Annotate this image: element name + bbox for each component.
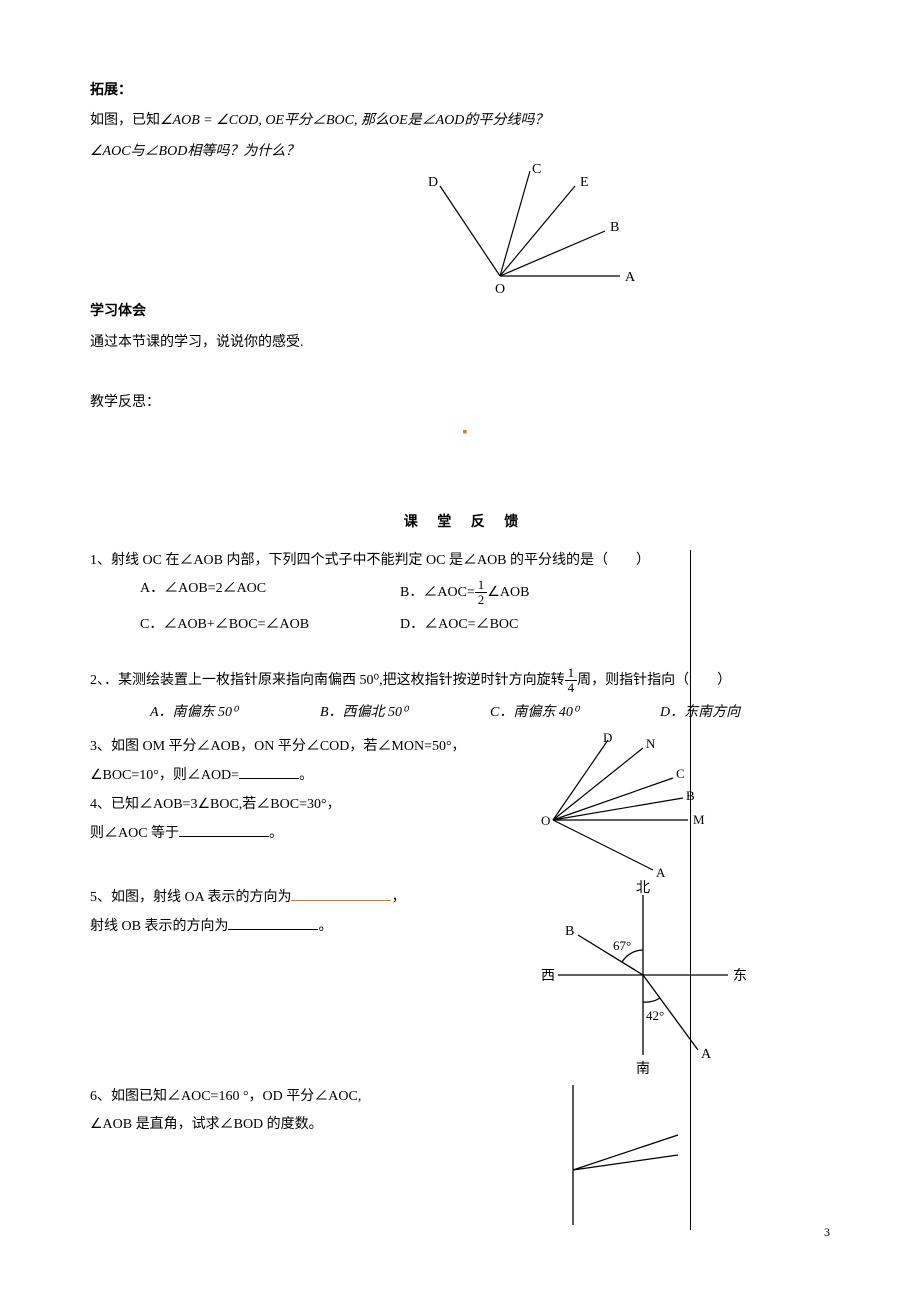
fig3-D: D	[603, 730, 612, 745]
fig1-label-D: D	[428, 175, 438, 190]
q5-line2-pre: 射线 OB 表示的方向为	[90, 919, 228, 934]
fig3-C: C	[676, 766, 685, 781]
q1-opt-c: C．∠AOB+∠BOC=∠AOB	[140, 614, 400, 636]
q2-opt-a: A．南偏东 50⁰	[150, 702, 290, 724]
fig5-ang1: 67°	[613, 938, 631, 953]
q4-line2-post: 。	[269, 826, 283, 841]
q1-b-post: ∠AOB	[487, 585, 529, 600]
q5-line2-post: 。	[318, 919, 332, 934]
fig5-A: A	[701, 1047, 712, 1062]
fig5-N: 北	[636, 880, 650, 896]
q2-stem-pre: 2、．某测绘装置上一枚指针原来指向南偏西 50⁰,把这枚指针按逆时针方向旋转	[90, 673, 565, 688]
vertical-rule	[690, 550, 691, 1230]
figure-q6	[523, 1080, 703, 1230]
q1-stem: 1、射线 OC 在∠AOB 内部，下列四个式子中不能判定 OC 是∠AOB 的平…	[90, 550, 840, 572]
fig1-label-E: E	[580, 175, 589, 190]
q5-line1-pre: 5、如图，射线 OA 表示的方向为	[90, 890, 291, 905]
tuozhan-line2: ∠AOC与∠BOD相等吗？为什么？	[90, 141, 840, 163]
fig5-W: 西	[541, 969, 555, 984]
tuozhan-line1-prefix: 如图，已知	[90, 113, 160, 128]
q3-line1: 3、如图 OM 平分∠AOB，ON 平分∠COD，若∠MON=50°，	[90, 736, 503, 758]
fig1-label-O: O	[495, 282, 505, 297]
jiaoxue-heading: 教学反思：	[90, 392, 840, 414]
figure-q3: O M B C N D A	[523, 730, 723, 880]
q4-line2-pre: 则∠AOC 等于	[90, 826, 179, 841]
q6-line2: ∠AOB 是直角，试求∠BOD 的度数。	[90, 1114, 503, 1136]
xuexi-heading: 学习体会	[90, 304, 146, 319]
q1-opt-a: A．∠AOB=2∠AOC	[140, 578, 400, 608]
q3-line2-pre: ∠BOC=10°，则∠AOD=	[90, 768, 239, 783]
fig5-E: 东	[733, 968, 747, 984]
tuozhan-line1-math: ∠AOB = ∠COD, OE平分∠BOC, 那么OE是∠AOD的平分线吗？	[160, 113, 548, 128]
q2-stem-post: 周，则指针指向（ ）	[577, 673, 731, 688]
fig1-label-A: A	[625, 270, 636, 285]
xuexi-text: 通过本节课的学习，说说你的感受.	[90, 332, 840, 354]
fig5-B: B	[565, 924, 574, 939]
figure-compass: 北 南 西 东 B A 67° 42°	[523, 880, 763, 1080]
fig1-label-C: C	[532, 162, 541, 177]
q1-opt-d: D．∠AOC=∠BOC	[400, 614, 518, 636]
feedback-title: 课 堂 反 馈	[90, 512, 840, 534]
fig3-A: A	[656, 865, 666, 880]
figure-angle-aod: O A B E C D	[410, 161, 670, 301]
q2-opt-d: D．东南方向	[660, 702, 740, 724]
fig1-label-B: B	[610, 220, 619, 235]
q5-blank1	[291, 886, 391, 901]
fig3-O: O	[541, 813, 550, 828]
q3-line2-post: 。	[299, 768, 313, 783]
q4-blank	[179, 822, 269, 837]
tuozhan-heading: 拓展：	[90, 83, 132, 98]
q2-opt-c: C．南偏东 40⁰	[490, 702, 630, 724]
decorative-dot: ▪	[463, 425, 468, 440]
page-number: 3	[824, 1223, 830, 1242]
q3-blank	[239, 764, 299, 779]
q2-stem: 2、．某测绘装置上一枚指针原来指向南偏西 50⁰,把这枚指针按逆时针方向旋转14…	[90, 666, 840, 696]
q1-b-pre: B．∠AOC=	[400, 585, 475, 600]
fig3-N: N	[646, 736, 656, 751]
q2-opt-b: B．西偏北 50⁰	[320, 702, 460, 724]
fig5-ang2: 42°	[646, 1008, 664, 1023]
q4-line1: 4、已知∠AOB=3∠BOC,若∠BOC=30°，	[90, 794, 503, 816]
q5-line1-post: ，	[391, 890, 405, 905]
fig5-S: 南	[636, 1061, 650, 1077]
q5-blank2	[228, 915, 318, 930]
q1-opt-b: B．∠AOC=12∠AOB	[400, 578, 529, 608]
fig3-M: M	[693, 812, 705, 827]
q6-line1: 6、如图已知∠AOC=160 °，OD 平分∠AOC,	[90, 1086, 503, 1108]
